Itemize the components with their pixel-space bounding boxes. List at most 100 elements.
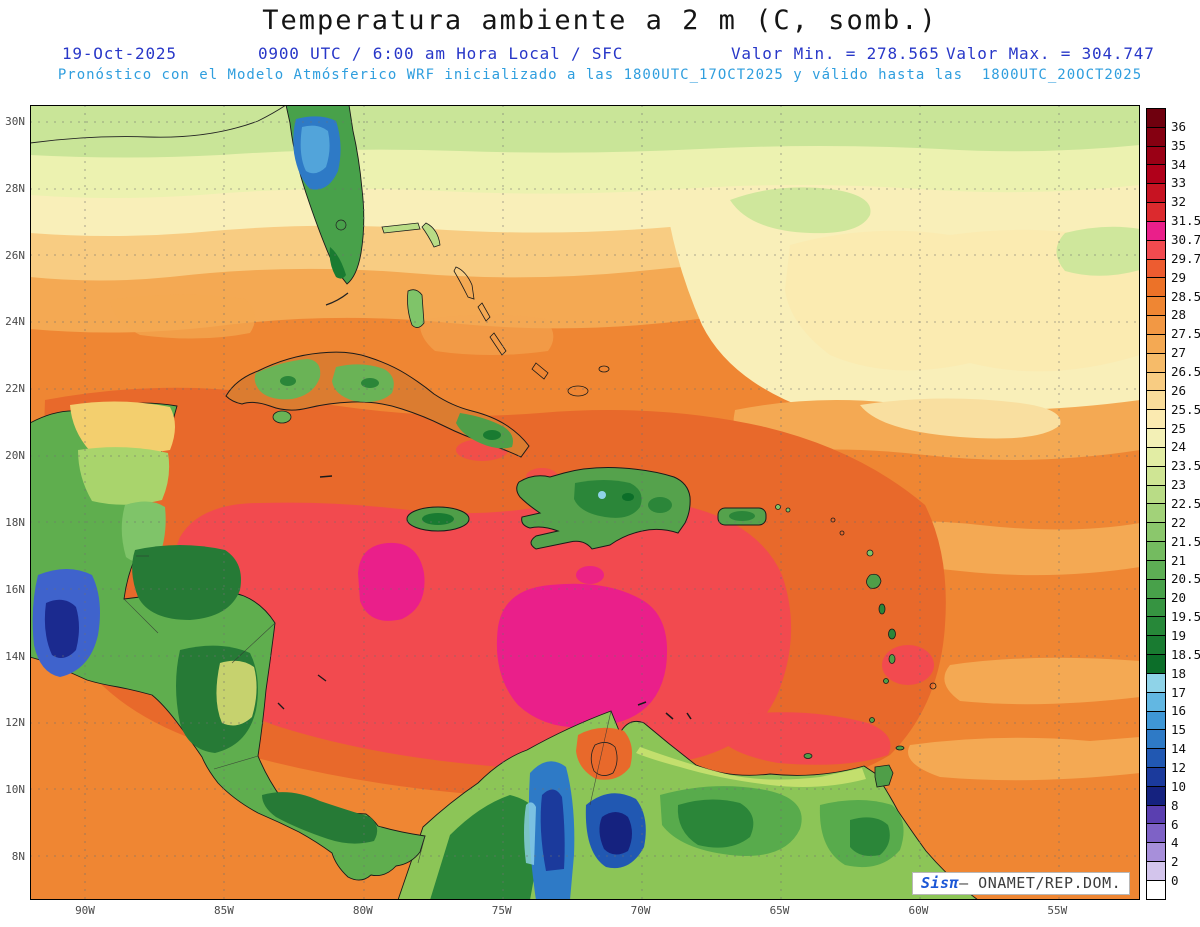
colorbar-label: 33 xyxy=(1171,175,1187,191)
colorbar-cell xyxy=(1147,730,1165,750)
lat-label: 24N xyxy=(5,315,25,329)
colorbar-label: 22.5 xyxy=(1171,496,1200,511)
lon-label: 65W xyxy=(769,904,790,917)
header-run-info: 0900 UTC / 6:00 am Hora Local / SFC xyxy=(258,44,624,63)
lat-label: 20N xyxy=(5,449,25,463)
colorbar-label: 28.5 xyxy=(1171,288,1200,304)
colorbar-cell xyxy=(1147,447,1165,467)
colorbar-label: 22 xyxy=(1171,514,1187,530)
lat-label: 30N xyxy=(5,115,25,128)
colorbar xyxy=(1146,108,1166,900)
colorbar-cell xyxy=(1147,655,1165,674)
colorbar-cell xyxy=(1147,391,1165,411)
lat-label: 10N xyxy=(5,783,25,797)
colorbar-cell xyxy=(1147,711,1165,731)
colorbar-label: 21.5 xyxy=(1171,533,1200,549)
header-valor-max: Valor Max. = 304.747 xyxy=(946,44,1155,63)
colorbar-label: 34 xyxy=(1171,156,1187,172)
colorbar-label: 20.5 xyxy=(1171,571,1200,587)
colorbar-label: 25 xyxy=(1171,420,1187,436)
colorbar-cell xyxy=(1147,109,1165,128)
colorbar-label: 35 xyxy=(1171,137,1187,153)
colorbar-cell xyxy=(1147,749,1165,768)
lon-label: 85W xyxy=(213,904,234,917)
colorbar-cell xyxy=(1147,334,1165,354)
colorbar-cell xyxy=(1147,805,1165,825)
colorbar-label: 29.7 xyxy=(1171,250,1200,266)
page-title: Temperatura ambiente a 2 m (C, somb.) xyxy=(262,5,938,36)
colorbar-cell xyxy=(1147,579,1165,599)
colorbar-cell xyxy=(1147,862,1165,881)
colorbar-cell xyxy=(1147,184,1165,204)
lat-label: 16N xyxy=(5,582,25,596)
colorbar-cell xyxy=(1147,560,1165,580)
lat-label: 14N xyxy=(5,649,25,663)
colorbar-label: 19.5 xyxy=(1171,609,1200,625)
lat-label: 12N xyxy=(5,716,25,730)
lon-axis: 90W 85W 80W 75W 70W 65W 60W 55W xyxy=(30,904,1140,920)
colorbar-cell xyxy=(1147,523,1165,543)
colorbar-label: 16 xyxy=(1171,703,1187,719)
colorbar-label: 27 xyxy=(1171,345,1187,361)
colorbar-label: 20 xyxy=(1171,590,1187,606)
colorbar-label: 24 xyxy=(1171,439,1187,455)
south-america-land xyxy=(397,710,979,900)
colorbar-label: 0 xyxy=(1171,873,1179,889)
colorbar-cell xyxy=(1147,542,1165,561)
colorbar-label: 23.5 xyxy=(1171,458,1200,474)
lon-label: 60W xyxy=(908,904,929,917)
colorbar-label: 4 xyxy=(1171,835,1179,851)
colorbar-label: 28 xyxy=(1171,307,1187,323)
lon-label: 55W xyxy=(1047,904,1068,917)
colorbar-label: 26 xyxy=(1171,382,1187,398)
colorbar-label: 15 xyxy=(1171,722,1187,738)
colorbar-cell xyxy=(1147,353,1165,373)
header-forecast-line: Pronóstico con el Modelo Atmósferico WRF… xyxy=(57,67,1143,83)
colorbar-label: 31.5 xyxy=(1171,213,1200,229)
colorbar-cell xyxy=(1147,504,1165,524)
colorbar-label: 36 xyxy=(1171,118,1187,134)
colorbar-cell xyxy=(1147,297,1165,317)
colorbar-cell xyxy=(1147,485,1165,505)
lon-label: 90W xyxy=(75,904,95,917)
colorbar-cell xyxy=(1147,843,1165,863)
colorbar-label: 17 xyxy=(1171,684,1187,700)
header-date: 19-Oct-2025 xyxy=(62,44,177,63)
lat-label: 18N xyxy=(5,515,25,529)
colorbar-cell xyxy=(1147,165,1165,185)
colorbar-label: 19 xyxy=(1171,628,1187,643)
lat-label: 28N xyxy=(5,181,25,195)
colorbar-cell xyxy=(1147,767,1165,787)
colorbar-label: 10 xyxy=(1171,778,1187,794)
colorbar-cell xyxy=(1147,617,1165,637)
colorbar-label: 2 xyxy=(1171,854,1179,870)
colorbar-cell xyxy=(1147,824,1165,844)
colorbar-cell xyxy=(1147,316,1165,335)
colorbar-label: 12 xyxy=(1171,760,1187,775)
lon-label: 75W xyxy=(491,904,512,917)
colorbar-label: 8 xyxy=(1171,797,1179,813)
colorbar-cell xyxy=(1147,410,1165,430)
islands xyxy=(225,222,937,788)
lon-label: 80W xyxy=(352,904,373,917)
colorbar-label: 26.5 xyxy=(1171,364,1200,379)
colorbar-label: 23 xyxy=(1171,477,1187,493)
colorbar-cell xyxy=(1147,429,1165,448)
colorbar-cell xyxy=(1147,598,1165,618)
attribution-text: – ONAMET/REP.DOM. xyxy=(959,874,1122,892)
colorbar-label: 18 xyxy=(1171,665,1187,681)
gridlines xyxy=(30,105,1140,900)
lon-label: 70W xyxy=(630,904,651,917)
colorbar-cell xyxy=(1147,372,1165,392)
colorbar-cell xyxy=(1147,786,1165,806)
colorbar-label: 14 xyxy=(1171,741,1187,757)
colorbar-labels: 36 35 34 33 32 31.5 30.7 29.7 29 28.5 28 27.5 27 26.5… xyxy=(1171,108,1200,900)
sispi-logo: Sisπ xyxy=(921,874,960,892)
colorbar-cell xyxy=(1147,127,1165,147)
colorbar-cell xyxy=(1147,692,1165,712)
map-border xyxy=(30,105,1140,900)
colorbar-cell xyxy=(1147,880,1165,899)
colorbar-cell xyxy=(1147,203,1165,222)
lat-label: 22N xyxy=(5,382,25,396)
